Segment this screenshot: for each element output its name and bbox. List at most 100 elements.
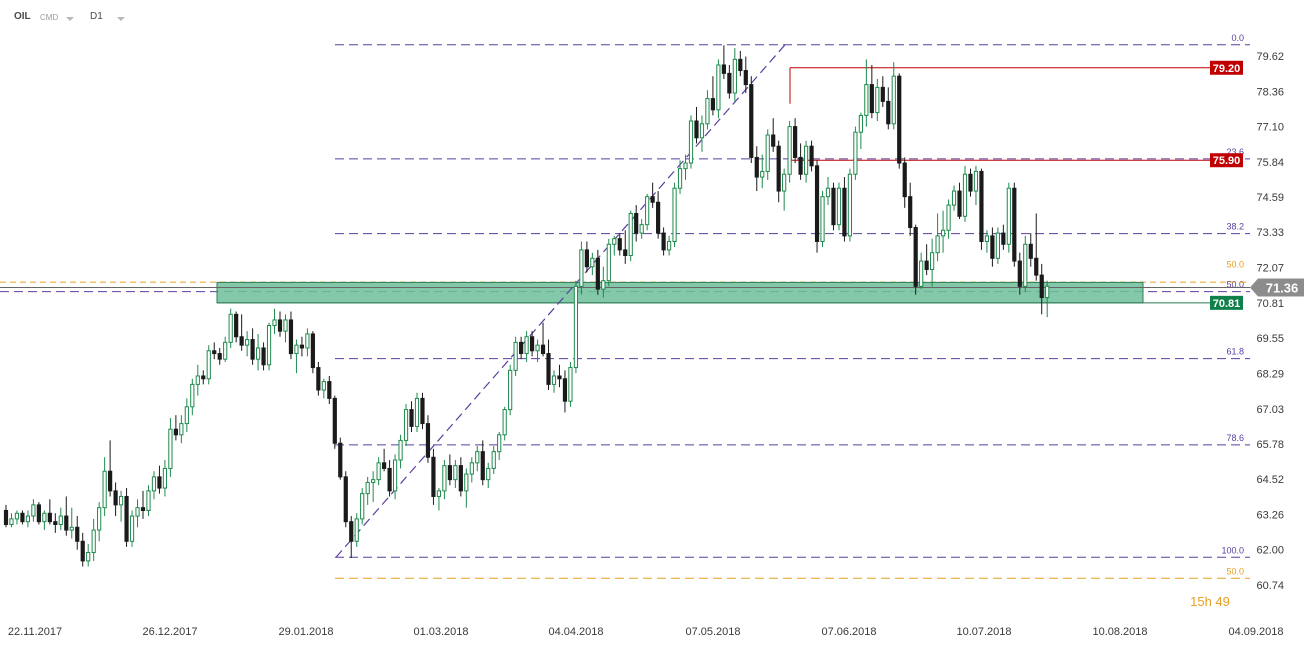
candle [310, 331, 315, 374]
candle-body [645, 196, 650, 226]
candle-body [913, 226, 918, 287]
y-tick-label: 73.33 [1256, 227, 1284, 239]
fib-label: 78.6 [1226, 433, 1244, 443]
candle [53, 513, 58, 533]
candle [1028, 233, 1033, 267]
candle [469, 457, 474, 483]
price-axis[interactable]: 79.62 78.36 77.10 75.84 74.59 73.33 72.07 70.81… [1256, 51, 1284, 592]
support-zone[interactable] [0, 281, 1250, 304]
candle-body [962, 173, 968, 217]
candle-body [212, 350, 217, 355]
candle [590, 252, 595, 276]
candle-body [935, 235, 940, 254]
market-type[interactable]: CMD [40, 13, 59, 22]
fib-label: 23.6 [1226, 147, 1244, 157]
candle [354, 513, 359, 547]
candle [272, 308, 277, 334]
candle [1012, 182, 1017, 267]
candle [995, 227, 1000, 264]
candle [9, 513, 14, 528]
candle-body [519, 341, 524, 355]
candle-body [398, 439, 403, 461]
candle [973, 165, 979, 206]
last-price-badge-bg [1250, 278, 1304, 297]
candle [387, 460, 392, 497]
candle [102, 457, 107, 517]
candle [639, 219, 644, 239]
candle [519, 336, 524, 360]
candlesticks [3, 45, 1050, 567]
candle-body [80, 540, 85, 562]
candle [1006, 182, 1011, 253]
candle [36, 502, 41, 525]
candle-body [771, 134, 776, 147]
candle-body [414, 397, 420, 427]
candle-body [475, 451, 480, 464]
fibonacci-retracement[interactable]: 0.0 23.6 38.2 50.0 61.8 78.6 100.0 50.0 50.0 [0, 33, 1250, 579]
time-axis[interactable]: 22.11.2017 26.12.2017 29.01.2018 01.03.2018… [8, 626, 1284, 638]
resistance-lines[interactable] [789, 67, 1210, 161]
candle [694, 106, 699, 144]
candle [721, 45, 726, 79]
candle [634, 205, 639, 242]
x-tick-label: 07.06.2018 [821, 626, 876, 638]
candle [371, 471, 376, 503]
candle-body [135, 507, 140, 517]
candle [305, 328, 310, 357]
candle-body [891, 75, 896, 125]
candle-body [349, 521, 354, 542]
candle-body [1017, 260, 1022, 287]
candle-body [190, 383, 195, 408]
candle-body [754, 156, 759, 178]
candle [255, 333, 261, 371]
candle-body [64, 515, 69, 531]
candle-body [234, 313, 239, 338]
candle [683, 154, 688, 180]
trendline[interactable] [335, 44, 786, 558]
candle-body [9, 518, 14, 525]
candle-body [847, 173, 853, 237]
candle-body [447, 465, 452, 481]
candle-body [20, 512, 25, 523]
candle-body [25, 515, 31, 523]
candle [820, 191, 825, 248]
y-tick-label: 72.07 [1256, 263, 1284, 275]
candle-body [1006, 187, 1011, 245]
candle [47, 499, 52, 525]
candle-body [584, 249, 589, 268]
candle [332, 395, 337, 449]
candle [880, 76, 885, 107]
candle-body [672, 187, 677, 242]
candle-body [765, 134, 770, 172]
candle [162, 460, 168, 497]
chevron-down-icon[interactable] [66, 17, 74, 21]
candle [31, 499, 36, 522]
candle [628, 210, 633, 262]
candle-body [858, 114, 863, 133]
last-price-text: 71.36 [1266, 280, 1299, 295]
support-zone-rect[interactable] [216, 281, 1144, 304]
candle-body [261, 347, 266, 366]
candle-body [299, 344, 305, 349]
candle [277, 311, 283, 337]
candle-body [69, 526, 74, 531]
candle-body [721, 64, 726, 74]
candle [776, 140, 781, 203]
timeframe-selector[interactable]: D1 [90, 11, 103, 22]
candle [968, 168, 973, 197]
candle [1001, 224, 1006, 250]
candle-body [184, 406, 189, 425]
candle-body [886, 100, 891, 125]
candle-body [568, 367, 573, 402]
candle [913, 224, 918, 295]
candle-body [973, 170, 979, 192]
candle-body [277, 319, 283, 332]
candle [425, 415, 431, 463]
chevron-down-icon[interactable] [117, 17, 125, 21]
symbol-name[interactable]: OIL [14, 11, 31, 22]
candle-body [831, 187, 836, 226]
candle-body [3, 509, 9, 525]
trendline-dashed[interactable] [335, 44, 786, 558]
resistance-badge-text: 79.20 [1213, 63, 1241, 75]
